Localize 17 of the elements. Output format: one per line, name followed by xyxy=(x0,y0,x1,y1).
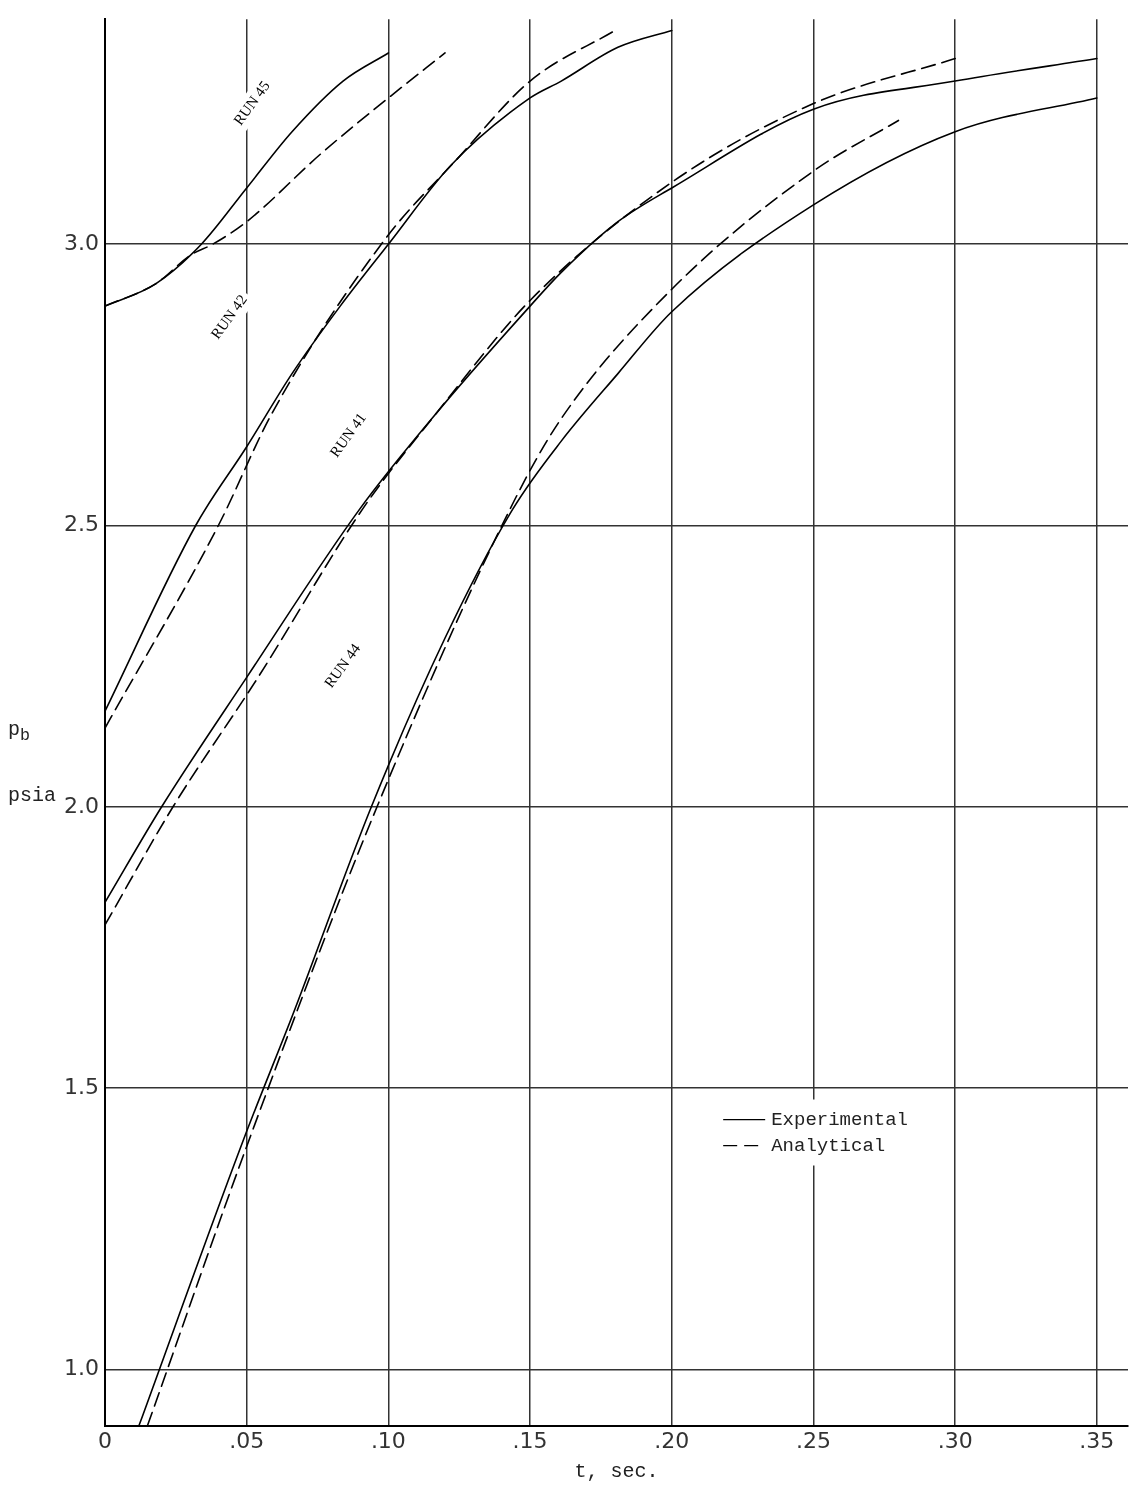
legend-label: Experimental xyxy=(771,1108,909,1131)
legend-label: Analytical xyxy=(771,1134,886,1157)
x-tick-label: 0 xyxy=(98,1427,112,1453)
x-tick-label: .35 xyxy=(1079,1427,1115,1453)
y-tick-label: 2.0 xyxy=(64,792,99,818)
x-tick-label: .05 xyxy=(229,1427,265,1453)
x-axis-title: t, sec. xyxy=(574,1460,659,1484)
y-tick-label: 1.0 xyxy=(64,1355,99,1381)
x-tick-label: .25 xyxy=(795,1427,831,1453)
text: p$_{b}$ psia xyxy=(8,718,57,807)
y-tick-label: 1.5 xyxy=(64,1073,99,1099)
x-tick-label: .15 xyxy=(512,1427,548,1453)
x-tick-label: .10 xyxy=(370,1427,406,1453)
y-tick-label: 2.5 xyxy=(64,511,99,537)
y-tick-label: 3.0 xyxy=(64,229,99,255)
x-tick-label: .30 xyxy=(937,1427,973,1453)
x-tick-label: .20 xyxy=(654,1427,690,1453)
